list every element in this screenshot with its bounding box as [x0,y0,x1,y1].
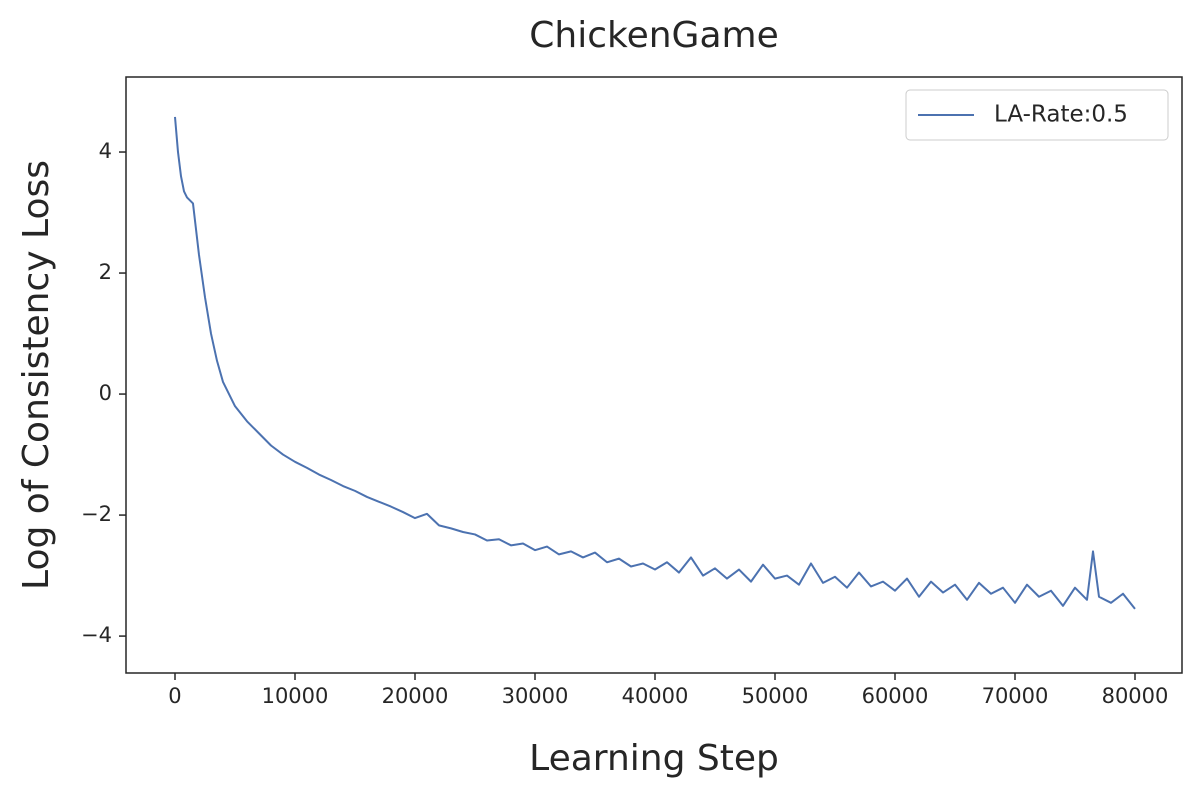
y-axis-label: Log of Consistency Loss [16,160,57,590]
x-tick-label: 50000 [742,684,809,708]
x-tick-label: 40000 [622,684,689,708]
legend-label: LA-Rate:0.5 [994,102,1128,128]
y-tick-label: 4 [99,139,112,163]
x-tick-label: 30000 [502,684,569,708]
x-tick-label: 20000 [382,684,449,708]
y-tick-label: 0 [99,381,112,405]
y-tick-label: −2 [81,502,112,526]
legend-box [905,89,1169,141]
y-tick-label: −4 [81,623,112,647]
series-line [173,116,1136,610]
plot-frame [125,76,1183,674]
x-tick-label: 70000 [982,684,1049,708]
x-tick-label: 60000 [862,684,929,708]
x-axis-label: Learning Step [529,738,779,779]
x-tick-label: 10000 [262,684,329,708]
x-tick-label: 80000 [1102,684,1169,708]
y-tick-label: 2 [99,260,112,284]
chart-title: ChickenGame [529,15,778,56]
x-tick-label: 0 [168,684,181,708]
